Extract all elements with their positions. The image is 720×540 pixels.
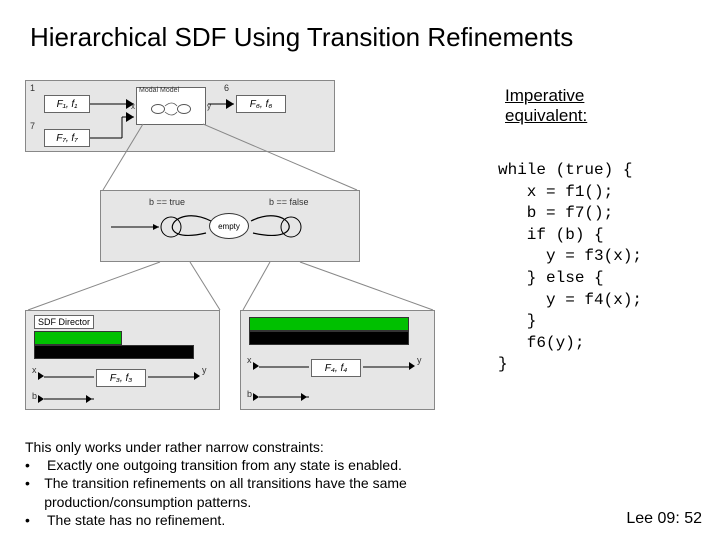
sdf-director-label: SDF Director [34,315,94,329]
port-tri [38,372,44,380]
mini-state-left [151,104,165,114]
director-bar-black [34,345,194,359]
port-b: b [247,389,252,399]
port-tri [38,395,44,403]
label-7: 7 [30,121,35,131]
actor-f3: F₃, f₃ [96,369,146,387]
state-empty: empty [209,213,249,239]
refinement-true-panel: SDF Director x b y F₃, f₃ [25,310,220,410]
imperative-heading: Imperative equivalent: [505,86,587,127]
port-tri [194,372,200,380]
port-tri [253,393,259,401]
refinement-false-panel: x b y F₄, f₄ [240,310,435,410]
fsm-panel: empty b == true b == false [100,190,360,262]
footer-constraints: This only works under rather narrow cons… [25,438,545,529]
port-y: y [417,355,422,365]
director-bar-green [249,317,409,331]
port-x: x [247,355,252,365]
diagram-area: 1 6 7 F₁, f₁ F₆, f₆ F₇, f₇ Modal Model x… [25,80,445,410]
guard-true: b == true [149,197,185,207]
port-tri [409,362,415,370]
actor-f7: F₇, f₇ [44,129,90,147]
arrow-icon [126,112,134,122]
label-6: 6 [224,83,229,93]
port-tri [253,362,259,370]
director-bar-black [249,331,409,345]
director-bar-green [34,331,122,345]
footer-intro: This only works under rather narrow cons… [25,438,545,456]
arrow-icon [126,99,134,109]
page-title: Hierarchical SDF Using Transition Refine… [30,22,573,53]
port-b: b [32,391,37,401]
port-tri [86,395,92,403]
arrow-icon [226,99,234,109]
port-y: y [207,102,211,111]
code-block: while (true) { x = f1(); b = f7(); if (b… [498,160,642,376]
actor-f6: F₆, f₆ [236,95,286,113]
footer-bullet-1: Exactly one outgoing transition from any… [47,456,402,474]
actor-f1: F₁, f₁ [44,95,90,113]
slide-number: Lee 09: 52 [626,510,702,528]
modal-model-actor: Modal Model x y [136,87,206,125]
imperative-l2: equivalent: [505,106,587,125]
guard-false: b == false [269,197,309,207]
mini-state-right [177,104,191,114]
port-x: x [32,365,37,375]
actor-f4: F₄, f₄ [311,359,361,377]
imperative-l1: Imperative [505,86,584,105]
modal-label: Modal Model [139,87,179,94]
footer-bullet-3: The state has no refinement. [47,511,225,529]
top-sdf-panel: 1 6 7 F₁, f₁ F₆, f₆ F₇, f₇ Modal Model x… [25,80,335,152]
label-1: 1 [30,83,35,93]
port-y: y [202,365,207,375]
port-tri [301,393,307,401]
footer-bullet-2: The transition refinements on all transi… [44,474,545,510]
